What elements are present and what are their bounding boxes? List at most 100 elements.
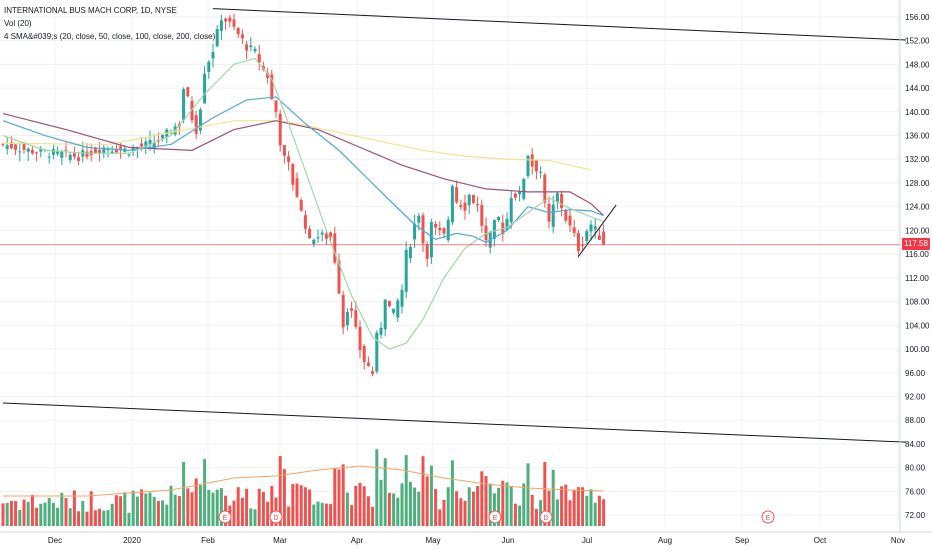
volume-bar [522,483,526,526]
chart-grid [0,0,900,526]
candle-body [354,310,358,327]
candle-body [341,295,345,328]
sma-legend: 4 SMA&#039;s (20, close, 50, close, 100,… [4,32,216,41]
volume-bar [509,485,513,526]
x-tick-label: Oct [814,536,827,545]
candle-body [522,178,526,199]
dividend-marker [269,510,283,524]
volume-bar [140,489,144,526]
x-tick-label: Nov [891,536,905,545]
volume-bar [81,500,85,526]
trendlines [0,8,907,443]
volume-bar [207,489,211,526]
candle-body [232,19,236,27]
candle-body [564,210,568,221]
candle-body [22,143,26,150]
volume-bar [593,502,597,526]
candle-body [480,205,484,226]
y-tick-label: 116.00 [905,250,929,259]
candle-body [14,144,18,150]
candle-body [240,34,244,39]
candle-body [77,157,81,161]
volume-bar [316,501,320,526]
y-tick-label: 72.00 [905,511,926,520]
volume-bar [169,485,173,526]
volume-bar [98,508,102,526]
volume-bar [375,449,379,526]
volume-bar [270,485,274,526]
volume-bar [144,493,148,526]
candle-body [51,148,55,155]
x-tick-label: Jun [502,536,515,545]
candle-body [85,151,89,157]
volume-bar [366,496,370,526]
volume-bar [68,508,72,526]
volume-bar [350,504,354,526]
candle-body [455,187,459,203]
y-tick-label: 104.00 [905,321,930,330]
volume-bar [114,495,118,526]
candle-body [245,44,249,51]
volume-bar [64,498,68,526]
candle-body [585,231,589,241]
candle-body [30,149,34,154]
volume-bar [177,496,181,526]
candle-body [413,223,417,240]
volume-bar [362,486,366,526]
candle-body [476,204,480,206]
volume-bar [14,501,18,526]
candle-body [291,163,295,185]
volume-bar [379,479,383,526]
candle-body [421,215,425,244]
volume-bar [564,484,568,526]
y-tick-label: 132.00 [905,155,930,164]
candle-body [299,200,303,211]
volume-bar [35,507,39,526]
volume-bar [501,480,505,526]
x-tick-label: 2020 [123,536,141,545]
volume-bar [476,486,480,526]
candle-body [161,134,165,139]
volume-bar [135,496,139,526]
volume-bar [425,476,429,526]
volume-bar [85,511,89,526]
candle-body [68,154,72,160]
volume-bar [585,495,589,526]
candle-body [375,332,379,372]
volume-bar [291,484,295,526]
candle-body [408,246,412,259]
candle-body [236,28,240,35]
volume-bar [492,493,496,526]
candle-body [345,311,349,326]
volume-bar [39,503,43,526]
candle-body [9,142,13,149]
x-tick-label: Apr [351,536,364,545]
volume-bar [5,502,9,526]
volume-bar [467,487,471,526]
volume-bar [232,500,236,526]
volume-bar [480,471,484,526]
volume-bar [219,488,223,526]
y-tick-label: 128.00 [905,179,930,188]
y-tick-label: 124.00 [905,203,930,212]
volume-bar [534,508,538,526]
volume-bar [497,487,501,526]
candle-body [589,224,593,232]
candle-body [387,300,391,307]
candle-body [194,115,198,134]
volume-bar [282,469,286,526]
volume-bar [295,483,299,526]
candle-body [64,149,68,151]
volume-bar [127,512,131,526]
volume-bar [123,492,127,526]
candle-body [211,52,215,59]
volume-bar [396,497,400,526]
candle-body [102,147,106,154]
candle-body [266,73,270,79]
candle-body [249,45,253,48]
volume-bar [459,498,463,526]
volume-bar [261,491,265,526]
volume-bar [341,464,345,526]
trendline [577,204,617,257]
